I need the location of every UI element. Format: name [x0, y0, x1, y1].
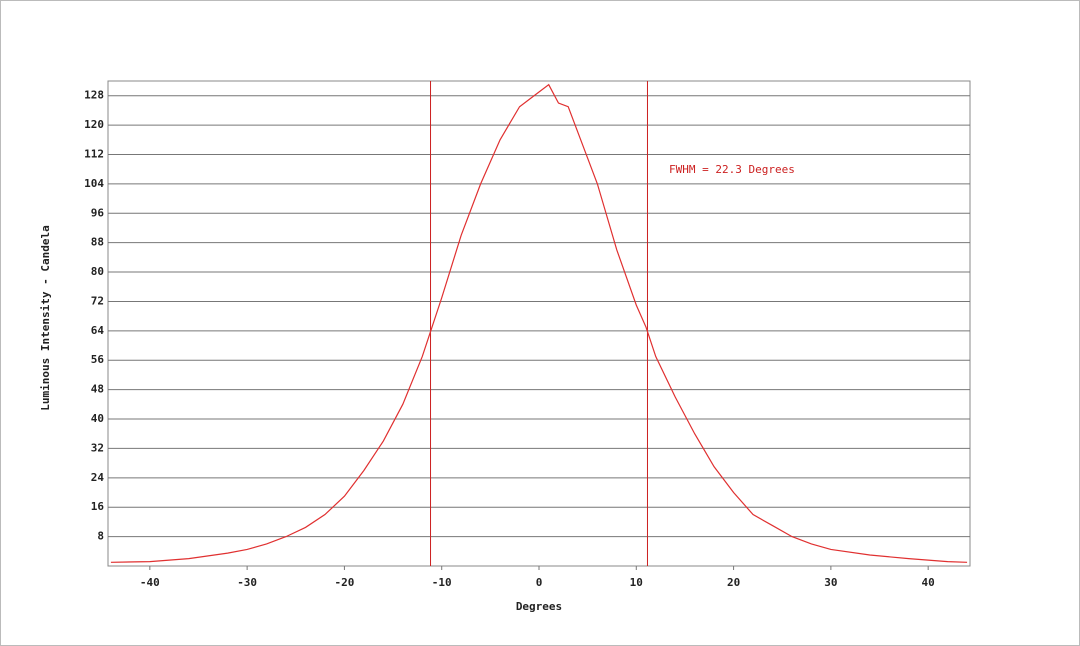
y-tick-label: 72	[91, 294, 104, 307]
y-tick-label: 8	[97, 530, 104, 543]
x-tick-label: 10	[630, 576, 643, 589]
annotation: FWHM = 22.3 Degrees	[669, 163, 795, 176]
x-tick-label: -10	[432, 576, 452, 589]
y-tick-label: 80	[91, 265, 104, 278]
x-tick-label: 20	[727, 576, 740, 589]
y-tick-label: 16	[91, 500, 105, 513]
y-tick-label: 88	[91, 236, 104, 249]
x-tick-label: 40	[922, 576, 935, 589]
x-tick-label: -30	[237, 576, 257, 589]
y-tick-label: 120	[84, 118, 104, 131]
data-line	[110, 83, 968, 563]
y-tick-label: 56	[91, 353, 105, 366]
y-tick-label: 64	[91, 324, 105, 337]
y-tick-label: 40	[91, 412, 104, 425]
plot-area	[107, 80, 971, 567]
y-tick-label: 104	[84, 177, 104, 190]
x-tick-label: 0	[536, 576, 543, 589]
y-tick-label: 112	[84, 147, 104, 160]
x-tick-label: 30	[824, 576, 837, 589]
y-axis-label: Luminous Intensity - Candela	[39, 225, 52, 410]
y-tick-label: 32	[91, 441, 104, 454]
y-tick-label: 96	[91, 206, 105, 219]
x-tick-label: -20	[334, 576, 354, 589]
y-tick-label: 128	[84, 89, 104, 102]
y-tick-label: 48	[91, 383, 104, 396]
x-axis-label: Degrees	[516, 600, 562, 613]
x-tick-label: -40	[140, 576, 160, 589]
y-tick-label: 24	[91, 471, 105, 484]
